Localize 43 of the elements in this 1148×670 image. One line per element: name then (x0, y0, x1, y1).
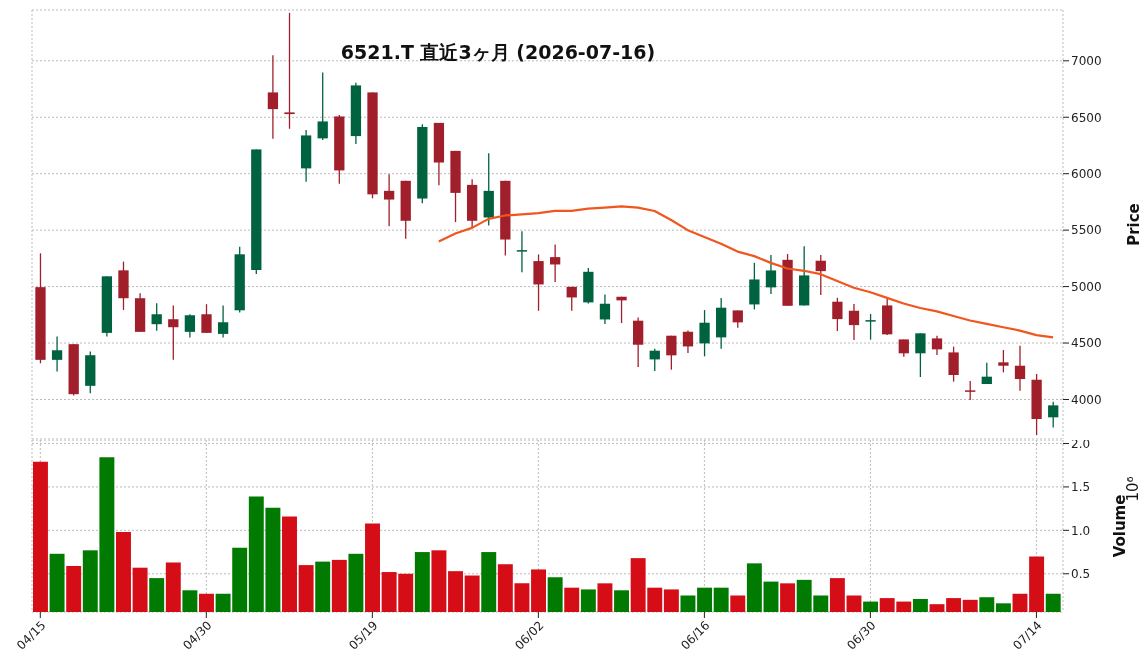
candlestick (1048, 400, 1059, 429)
y-tick-label: 1.0 (1071, 523, 1091, 538)
y-tick-label: 4500 (1071, 336, 1102, 351)
y-axis-title: Price (1125, 203, 1144, 246)
candlestick (666, 335, 677, 371)
y-tick-label: 7000 (1071, 54, 1102, 69)
y-tick-label: 6000 (1071, 166, 1102, 181)
candlestick (516, 230, 528, 273)
candlestick (832, 297, 843, 332)
candlestick (383, 173, 395, 227)
candlestick (815, 254, 826, 296)
candlestick (998, 349, 1009, 374)
candlestick (649, 348, 660, 372)
candlestick (217, 304, 229, 339)
y-tick-label: 1.5 (1071, 480, 1091, 495)
candlestick (184, 313, 196, 339)
candlestick (848, 303, 860, 341)
y-tick-label: 5500 (1071, 223, 1102, 238)
y-tick-label: 4000 (1071, 392, 1102, 407)
candlestick (317, 71, 328, 141)
candlestick (931, 335, 943, 356)
candlestick (915, 332, 926, 378)
candlestick (284, 12, 295, 130)
candlestick (168, 304, 179, 361)
candlestick (1014, 345, 1026, 392)
candlestick (201, 303, 212, 334)
candlestick (699, 309, 710, 358)
candlestick (965, 380, 976, 401)
candlestick (51, 335, 63, 373)
candlestick (865, 313, 876, 341)
candlestick (948, 346, 959, 383)
candlestick (765, 254, 777, 295)
candlestick (682, 329, 694, 354)
candlestick (599, 293, 611, 325)
text: 6521.T 直近3ヶ月 (2026-07-16) (339, 40, 657, 65)
candlestick (151, 302, 162, 332)
y-tick-label: 6500 (1071, 110, 1102, 125)
y-tick-label: 5000 (1071, 279, 1102, 294)
candlestick (549, 243, 561, 283)
candlestick (267, 54, 279, 140)
candlestick (533, 253, 544, 312)
line-series (437, 205, 1055, 339)
y-tick-label: 0.5 (1071, 567, 1091, 582)
